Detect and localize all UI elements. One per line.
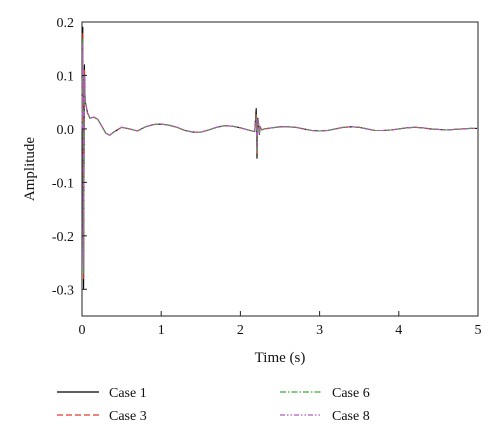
y-tick-label: -0.2 (52, 230, 74, 245)
series-line-case-1 (81, 26, 478, 290)
series-line-case-3 (81, 37, 478, 274)
legend-label: Case 6 (332, 386, 370, 401)
legend-label: Case 3 (109, 409, 147, 424)
x-tick-label: 0 (79, 323, 86, 338)
y-tick-label: 0.1 (57, 69, 75, 84)
x-axis-ticks: 0 1 2 3 4 5 (79, 311, 482, 338)
x-tick-label: 5 (475, 323, 482, 338)
legend-label: Case 1 (109, 386, 147, 401)
series-line-case-2 (81, 32, 478, 280)
series-layer (81, 26, 478, 290)
x-tick-label: 2 (237, 323, 244, 338)
legend: Case 1 Case 3 Case 6 Case 8 (57, 386, 370, 424)
y-axis-ticks: 0.2 0.1 0.0 -0.1 -0.2 -0.3 (52, 16, 87, 298)
x-tick-label: 3 (316, 323, 323, 338)
legend-label: Case 8 (332, 409, 370, 424)
y-tick-label: 0.2 (57, 16, 75, 31)
x-tick-label: 1 (158, 323, 165, 338)
plot-frame (81, 21, 479, 317)
plot-border (81, 21, 479, 317)
x-tick-label: 4 (395, 323, 402, 338)
y-tick-label: -0.1 (52, 176, 74, 191)
y-axis-title: Amplitude (22, 137, 38, 202)
x-axis-title: Time (s) (255, 350, 306, 366)
series-line-case-4 (81, 42, 478, 269)
y-tick-label: 0.0 (57, 123, 75, 138)
y-tick-label: -0.3 (52, 283, 74, 298)
